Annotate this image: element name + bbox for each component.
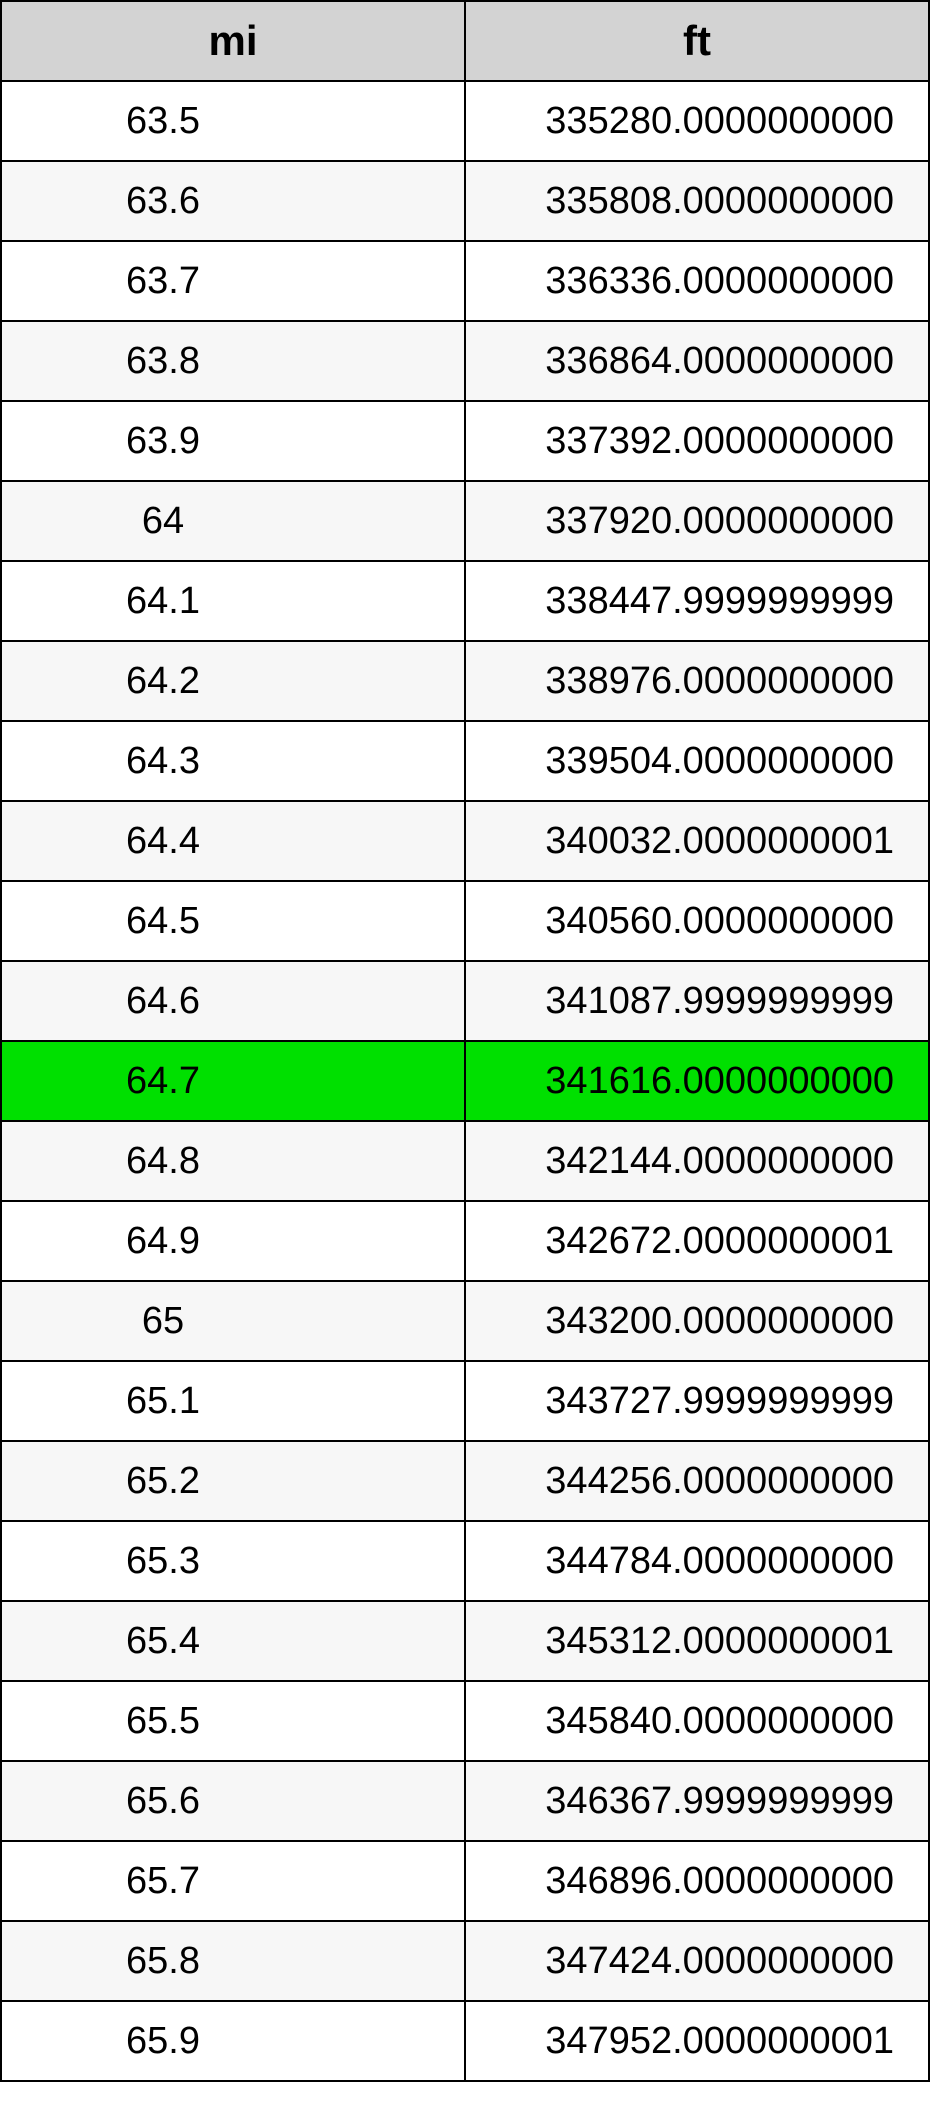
table-row: 64.1338447.9999999999 [1, 561, 929, 641]
cell-ft: 345840.0000000000 [465, 1681, 929, 1761]
cell-mi: 65.9 [1, 2001, 465, 2081]
cell-ft: 346896.0000000000 [465, 1841, 929, 1921]
table-row: 65.7346896.0000000000 [1, 1841, 929, 1921]
cell-mi: 65.3 [1, 1521, 465, 1601]
cell-mi: 65.1 [1, 1361, 465, 1441]
conversion-table-container: mi ft 63.5335280.000000000063.6335808.00… [0, 0, 930, 2082]
table-row: 64.6341087.9999999999 [1, 961, 929, 1041]
cell-mi: 63.8 [1, 321, 465, 401]
cell-mi: 65.6 [1, 1761, 465, 1841]
cell-ft: 335280.0000000000 [465, 81, 929, 161]
cell-ft: 338976.0000000000 [465, 641, 929, 721]
cell-ft: 340560.0000000000 [465, 881, 929, 961]
cell-ft: 341616.0000000000 [465, 1041, 929, 1121]
cell-mi: 65.2 [1, 1441, 465, 1521]
cell-ft: 337920.0000000000 [465, 481, 929, 561]
cell-mi: 65.5 [1, 1681, 465, 1761]
cell-ft: 347952.0000000001 [465, 2001, 929, 2081]
cell-ft: 346367.9999999999 [465, 1761, 929, 1841]
cell-ft: 337392.0000000000 [465, 401, 929, 481]
table-row: 63.6335808.0000000000 [1, 161, 929, 241]
table-row: 64.5340560.0000000000 [1, 881, 929, 961]
table-row: 65.9347952.0000000001 [1, 2001, 929, 2081]
cell-mi: 64.7 [1, 1041, 465, 1121]
cell-mi: 64.9 [1, 1201, 465, 1281]
cell-ft: 345312.0000000001 [465, 1601, 929, 1681]
cell-mi: 65 [1, 1281, 465, 1361]
cell-mi: 64.8 [1, 1121, 465, 1201]
cell-ft: 336864.0000000000 [465, 321, 929, 401]
cell-ft: 340032.0000000001 [465, 801, 929, 881]
table-row: 64.2338976.0000000000 [1, 641, 929, 721]
cell-ft: 341087.9999999999 [465, 961, 929, 1041]
table-row: 65.3344784.0000000000 [1, 1521, 929, 1601]
table-row: 64.7341616.0000000000 [1, 1041, 929, 1121]
cell-ft: 343200.0000000000 [465, 1281, 929, 1361]
cell-mi: 65.8 [1, 1921, 465, 2001]
cell-ft: 344256.0000000000 [465, 1441, 929, 1521]
table-row: 65.2344256.0000000000 [1, 1441, 929, 1521]
cell-mi: 65.4 [1, 1601, 465, 1681]
cell-ft: 338447.9999999999 [465, 561, 929, 641]
column-header-mi: mi [1, 1, 465, 81]
cell-ft: 336336.0000000000 [465, 241, 929, 321]
cell-mi: 64.3 [1, 721, 465, 801]
cell-ft: 343727.9999999999 [465, 1361, 929, 1441]
table-row: 65.5345840.0000000000 [1, 1681, 929, 1761]
table-row: 63.9337392.0000000000 [1, 401, 929, 481]
cell-mi: 64 [1, 481, 465, 561]
cell-mi: 64.4 [1, 801, 465, 881]
cell-mi: 64.2 [1, 641, 465, 721]
table-row: 64.9342672.0000000001 [1, 1201, 929, 1281]
table-body: 63.5335280.000000000063.6335808.00000000… [1, 81, 929, 2081]
cell-ft: 335808.0000000000 [465, 161, 929, 241]
table-row: 64.4340032.0000000001 [1, 801, 929, 881]
cell-mi: 63.5 [1, 81, 465, 161]
cell-mi: 64.5 [1, 881, 465, 961]
cell-mi: 63.9 [1, 401, 465, 481]
table-row: 64337920.0000000000 [1, 481, 929, 561]
cell-ft: 339504.0000000000 [465, 721, 929, 801]
table-row: 65.6346367.9999999999 [1, 1761, 929, 1841]
cell-mi: 63.6 [1, 161, 465, 241]
table-row: 63.8336864.0000000000 [1, 321, 929, 401]
cell-mi: 65.7 [1, 1841, 465, 1921]
cell-ft: 344784.0000000000 [465, 1521, 929, 1601]
conversion-table: mi ft 63.5335280.000000000063.6335808.00… [0, 0, 930, 2082]
table-header-row: mi ft [1, 1, 929, 81]
column-header-ft: ft [465, 1, 929, 81]
table-row: 63.5335280.0000000000 [1, 81, 929, 161]
table-row: 63.7336336.0000000000 [1, 241, 929, 321]
cell-mi: 64.1 [1, 561, 465, 641]
cell-mi: 64.6 [1, 961, 465, 1041]
cell-ft: 347424.0000000000 [465, 1921, 929, 2001]
table-row: 64.8342144.0000000000 [1, 1121, 929, 1201]
table-row: 64.3339504.0000000000 [1, 721, 929, 801]
table-row: 65.8347424.0000000000 [1, 1921, 929, 2001]
table-row: 65343200.0000000000 [1, 1281, 929, 1361]
cell-ft: 342144.0000000000 [465, 1121, 929, 1201]
cell-ft: 342672.0000000001 [465, 1201, 929, 1281]
table-row: 65.1343727.9999999999 [1, 1361, 929, 1441]
table-row: 65.4345312.0000000001 [1, 1601, 929, 1681]
cell-mi: 63.7 [1, 241, 465, 321]
